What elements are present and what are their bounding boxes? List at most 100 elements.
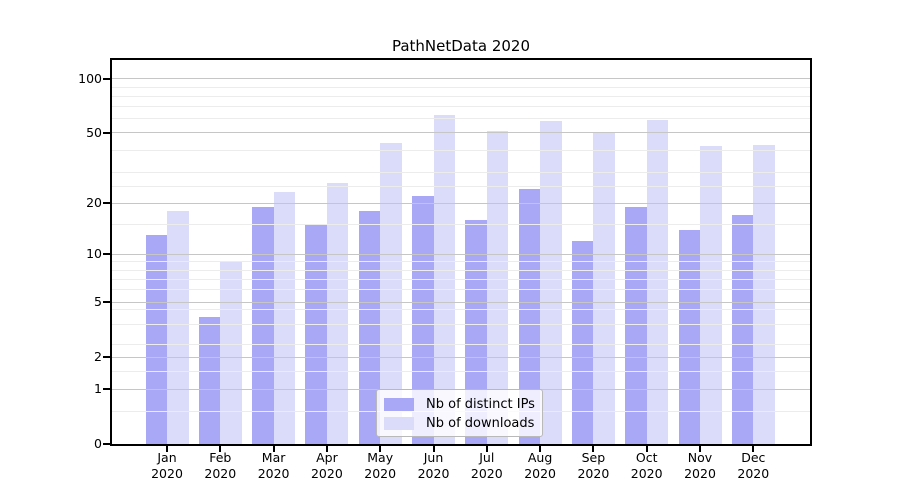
x-tick-month-apr: Apr (316, 450, 338, 465)
y-tick-label-100: 100 (78, 70, 102, 86)
gridline-major-20 (112, 202, 810, 204)
legend: Nb of distinct IPs Nb of downloads (376, 389, 543, 437)
x-tick-label-oct: Oct 2020 (620, 450, 674, 481)
x-tick-month-may: May (367, 450, 394, 465)
bar-nb-of-downloads-nov (700, 146, 722, 444)
x-tick-label-aug: Aug 2020 (513, 450, 567, 481)
x-tick-label-may: May 2020 (353, 450, 407, 481)
x-tick-mark-may (379, 446, 382, 452)
y-tick-mark-2 (103, 356, 110, 359)
y-tick-mark-5 (103, 301, 110, 304)
bar-nb-of-downloads-dec (753, 144, 775, 444)
bar-nb-of-distinct-ips-sep (571, 241, 594, 444)
bar-nb-of-distinct-ips-dec (731, 215, 754, 444)
x-tick-label-jul: Jul 2020 (460, 450, 514, 481)
x-tick-month-mar: Mar (261, 450, 286, 465)
y-tick-mark-1 (103, 388, 110, 391)
y-tick-label-1: 1 (94, 381, 102, 397)
bar-nb-of-distinct-ips-feb (198, 316, 221, 444)
x-tick-year-mar: 2020 (257, 465, 290, 481)
x-tick-year-may: 2020 (364, 465, 397, 481)
x-tick-mark-feb (219, 446, 222, 452)
x-tick-label-mar: Mar 2020 (247, 450, 301, 481)
x-tick-month-nov: Nov (687, 450, 713, 465)
gridline-minor-3-5 (112, 324, 810, 326)
x-tick-year-apr: 2020 (310, 465, 343, 481)
legend-label-nb-of-downloads: Nb of downloads (426, 416, 535, 431)
gridline-major-50 (112, 132, 810, 134)
gridline-minor-90 (112, 86, 810, 88)
gridline-minor-9 (112, 261, 810, 263)
x-tick-year-jul: 2020 (470, 465, 503, 481)
x-tick-mark-jul (485, 446, 488, 452)
bar-nb-of-downloads-may (380, 142, 402, 444)
x-tick-month-jan: Jan (157, 450, 177, 465)
x-tick-mark-sep (592, 446, 595, 452)
gridline-minor-30 (112, 171, 810, 173)
x-tick-month-jun: Jun (423, 450, 444, 465)
gridline-major-2 (112, 356, 810, 358)
bar-nb-of-distinct-ips-jun (412, 195, 434, 444)
gridline-minor-4-5 (112, 308, 810, 310)
x-tick-year-feb: 2020 (204, 465, 237, 481)
bar-nb-of-downloads-aug (540, 121, 562, 444)
x-tick-year-aug: 2020 (524, 465, 556, 481)
x-tick-label-jun: Jun 2020 (407, 450, 461, 481)
x-tick-mark-jan (166, 446, 168, 452)
plot-area (110, 58, 812, 446)
x-tick-label-nov: Nov 2020 (673, 450, 727, 481)
x-tick-month-aug: Aug (527, 450, 553, 465)
bar-nb-of-distinct-ips-may (358, 210, 381, 444)
bar-nb-of-downloads-apr (326, 183, 349, 444)
x-tick-month-jul: Jul (479, 450, 495, 465)
x-tick-year-dec: 2020 (737, 465, 770, 481)
x-tick-year-oct: 2020 (630, 465, 663, 481)
gridline-minor-80 (112, 95, 810, 97)
bar-nb-of-distinct-ips-nov (678, 229, 700, 444)
y-tick-label-50: 50 (86, 124, 102, 140)
legend-label-nb-of-distinct-ips: Nb of distinct IPs (426, 397, 535, 412)
y-tick-label-10: 10 (86, 246, 102, 262)
bar-nb-of-downloads-oct (646, 119, 669, 444)
y-tick-mark-10 (103, 253, 110, 256)
x-tick-mark-mar (272, 446, 275, 452)
legend-swatch-nb-of-distinct-ips (384, 398, 414, 411)
gridline-minor-60 (112, 118, 810, 120)
x-tick-year-jan: 2020 (151, 465, 183, 481)
x-tick-label-feb: Feb 2020 (193, 450, 247, 481)
gridline-minor-8 (112, 269, 810, 271)
bar-nb-of-downloads-mar (273, 192, 296, 444)
gridline-minor-15 (112, 224, 810, 226)
bar-nb-of-downloads-feb (220, 261, 242, 444)
gridline-minor-1-5 (112, 370, 810, 372)
y-tick-mark-20 (103, 202, 110, 205)
gridline-minor-70 (112, 106, 810, 108)
gridline-minor-25 (112, 185, 810, 187)
bar-nb-of-downloads-jan (167, 210, 189, 444)
x-tick-month-oct: Oct (635, 450, 658, 465)
x-tick-label-dec: Dec 2020 (726, 450, 780, 481)
bar-nb-of-distinct-ips-jan (145, 235, 167, 444)
x-tick-month-sep: Sep (581, 450, 606, 465)
legend-item-nb-of-distinct-ips: Nb of distinct IPs (384, 395, 542, 414)
gridline-minor-40 (112, 149, 810, 151)
x-tick-mark-oct (645, 446, 648, 452)
x-tick-mark-dec (752, 446, 755, 452)
y-tick-label-2: 2 (94, 349, 102, 365)
legend-swatch-nb-of-downloads (384, 417, 414, 430)
y-tick-label-20: 20 (86, 195, 102, 211)
x-tick-year-nov: 2020 (684, 465, 716, 481)
y-tick-mark-0 (103, 443, 110, 445)
x-tick-mark-apr (325, 446, 328, 452)
bar-nb-of-downloads-jul (486, 131, 509, 444)
bar-nb-of-downloads-sep (593, 132, 615, 444)
chart-title: PathNetData 2020 (391, 37, 531, 55)
y-tick-label-5: 5 (94, 294, 102, 310)
y-tick-mark-100 (103, 77, 110, 80)
y-tick-label-0: 0 (94, 436, 102, 451)
x-tick-year-sep: 2020 (577, 465, 610, 481)
x-tick-month-dec: Dec (741, 450, 766, 465)
x-tick-label-apr: Apr 2020 (300, 450, 354, 481)
gridline-major-100 (112, 78, 810, 80)
gridline-minor-2-5 (112, 344, 810, 346)
